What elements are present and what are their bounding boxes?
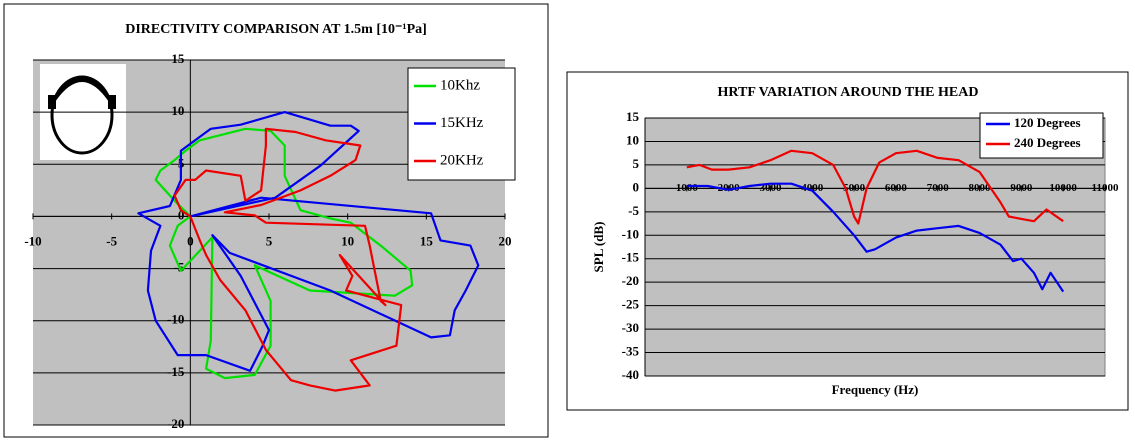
legend-box xyxy=(979,112,1104,159)
ear xyxy=(48,95,56,109)
y-tick-label: 5 xyxy=(633,156,640,171)
y-tick-label: -25 xyxy=(622,297,640,312)
series-line xyxy=(137,111,480,372)
chart-title: HRTF VARIATION AROUND THE HEAD xyxy=(718,85,979,100)
x-tick-label: 9000 xyxy=(1010,182,1033,194)
x-tick-label: 20 xyxy=(499,233,512,248)
series-line xyxy=(173,127,403,392)
x-tick-label: 11000 xyxy=(1092,182,1119,194)
series-line xyxy=(686,182,1065,293)
y-tick-label: -40 xyxy=(622,367,639,382)
x-tick-label: 2000 xyxy=(718,182,741,194)
x-tick-label: 10000 xyxy=(1049,182,1077,194)
series-line xyxy=(154,127,414,380)
chart-title: DIRECTIVITY COMPARISON AT 1.5m [10⁻¹Pa] xyxy=(125,22,427,37)
x-tick-label: 6000 xyxy=(885,182,908,194)
x-tick-label: 15 xyxy=(420,233,434,248)
headband xyxy=(52,78,112,102)
head xyxy=(50,75,114,155)
legend-label: 10Khz xyxy=(440,77,480,93)
y-tick-label: -30 xyxy=(622,320,639,335)
y-tick-label: 10 xyxy=(171,103,184,118)
y-tick-label: -15 xyxy=(167,364,185,379)
y-tick-label: -5 xyxy=(628,203,639,218)
series-line xyxy=(686,149,1064,225)
y-tick-label: 15 xyxy=(626,109,640,124)
x-tick-label: 0 xyxy=(187,233,194,248)
y-tick-label: -20 xyxy=(167,416,184,431)
y-tick-label: 15 xyxy=(171,51,185,66)
legend-label: 120 Degrees xyxy=(1014,115,1081,130)
plot-area xyxy=(644,117,1106,377)
x-tick-label: 4000 xyxy=(801,182,824,194)
y-tick-label: 0 xyxy=(178,207,185,222)
y-tick-label: -20 xyxy=(622,273,639,288)
y-tick-label: -15 xyxy=(622,250,640,265)
x-tick-label: 7000 xyxy=(927,182,950,194)
legend-label: 20KHz xyxy=(440,152,484,168)
legend-label: 240 Degrees xyxy=(1014,135,1081,150)
x-tick-label: 5 xyxy=(266,233,273,248)
y-tick-label: -10 xyxy=(622,226,639,241)
x-tick-label: 8000 xyxy=(969,182,992,194)
legend-label: 15KHz xyxy=(440,115,484,131)
y-tick-label: 10 xyxy=(626,132,639,147)
y-tick-label: 0 xyxy=(633,179,640,194)
x-tick-label: 1000 xyxy=(676,182,699,194)
x-tick-label: 5000 xyxy=(843,182,866,194)
x-tick-label: 10 xyxy=(341,233,354,248)
x-axis-title: Frequency (Hz) xyxy=(832,382,919,397)
x-tick-label: -5 xyxy=(106,233,117,248)
x-tick-label: -10 xyxy=(24,233,41,248)
ear xyxy=(108,95,116,109)
y-tick-label: -35 xyxy=(622,344,640,359)
y-tick-label: -10 xyxy=(167,312,184,327)
y-axis-title: SPL (dB) xyxy=(591,222,606,273)
